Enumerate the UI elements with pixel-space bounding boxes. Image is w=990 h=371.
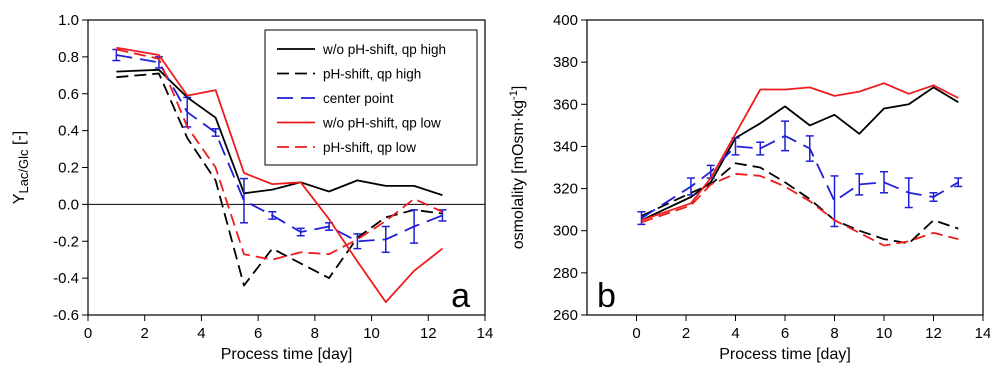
y-axis-title-main: Y — [11, 193, 28, 204]
y-axis-title-main: osmolality [mOsm·kg — [510, 100, 527, 249]
y-axis-title-subscript: Lac/Glc — [16, 149, 31, 194]
x-tick-label: 6 — [254, 325, 262, 342]
y-tick-label: 0.0 — [58, 196, 79, 213]
y-tick-label: 340 — [553, 138, 578, 155]
legend-label: w/o pH-shift, qp low — [322, 116, 441, 131]
x-tick-label: 0 — [84, 325, 92, 342]
y-axis-title-superscript: -1 — [508, 90, 520, 100]
legend-label: center point — [323, 91, 394, 106]
series-line-1 — [116, 68, 443, 197]
x-tick-label: 2 — [682, 325, 690, 342]
series-line-3 — [641, 134, 959, 219]
x-tick-label: 10 — [876, 325, 893, 342]
x-tick-label: 10 — [363, 325, 380, 342]
legend-label: pH-shift, qp low — [323, 140, 416, 155]
legend: w/o pH-shift, qp high pH-shift, qp high ce… — [264, 29, 478, 166]
panel-label: b — [597, 277, 616, 315]
y-tick-label: 300 — [553, 223, 578, 240]
y-tick-label: -0.2 — [53, 233, 79, 250]
y-tick-label: -0.4 — [53, 270, 79, 287]
y-tick-label: 280 — [553, 265, 578, 282]
x-tick-label: 14 — [477, 325, 494, 342]
y-tick-label: -0.6 — [53, 307, 79, 324]
y-tick-label: 380 — [553, 54, 578, 71]
series-line-4 — [116, 46, 444, 304]
x-tick-label: 2 — [141, 325, 149, 342]
y-tick-label: 260 — [553, 307, 578, 324]
x-tick-label: 0 — [632, 325, 640, 342]
x-tick-label: 12 — [420, 325, 437, 342]
panel-a: 0 2 4 6 8 10 12 14 -0.6 -0.4 -0.2 0.0 0.2 0.4 0.6 0.8 1.… — [11, 12, 493, 363]
y-tick-label: 400 — [553, 12, 578, 29]
series-line-1 — [641, 86, 959, 222]
series-line-5 — [116, 48, 443, 261]
x-axis-title: Process time [day] — [221, 346, 353, 363]
x-tick-label: 4 — [197, 325, 205, 342]
series-line-3 — [116, 54, 443, 243]
y-axis-title-suffix: ] — [510, 86, 527, 90]
y-axis-title: YLac/Glc [-] — [11, 131, 31, 204]
y-tick-label: 1.0 — [58, 12, 79, 29]
x-tick-label: 6 — [781, 325, 789, 342]
y-tick-label: 0.2 — [58, 160, 79, 177]
panel-label: a — [451, 277, 470, 315]
y-axis-title-suffix: [-] — [11, 131, 28, 150]
series-line-5 — [641, 172, 959, 247]
y-tick-label: 0.6 — [58, 86, 79, 103]
x-tick-label: 14 — [975, 325, 990, 342]
y-axis-title: osmolality [mOsm·kg-1] — [508, 86, 527, 250]
legend-label: pH-shift, qp high — [323, 67, 421, 82]
plot-frame — [586, 19, 984, 316]
legend-box — [264, 29, 478, 166]
x-tick-label: 8 — [311, 325, 319, 342]
series-line-2 — [116, 72, 443, 287]
y-tick-label: 360 — [553, 96, 578, 113]
x-tick-label: 12 — [925, 325, 942, 342]
y-tick-label: 0.4 — [58, 123, 79, 140]
series-line-4 — [641, 82, 959, 222]
x-tick-label: 8 — [830, 325, 838, 342]
legend-label: w/o pH-shift, qp high — [322, 42, 446, 57]
y-tick-label: 320 — [553, 181, 578, 198]
x-tick-label: 4 — [731, 325, 739, 342]
y-tick-label: 0.8 — [58, 49, 79, 66]
x-axis-title: Process time [day] — [719, 346, 851, 363]
panel-b: 0 2 4 6 8 10 12 14 260 280 300 320 340 360 380 400 Proce… — [508, 12, 990, 363]
